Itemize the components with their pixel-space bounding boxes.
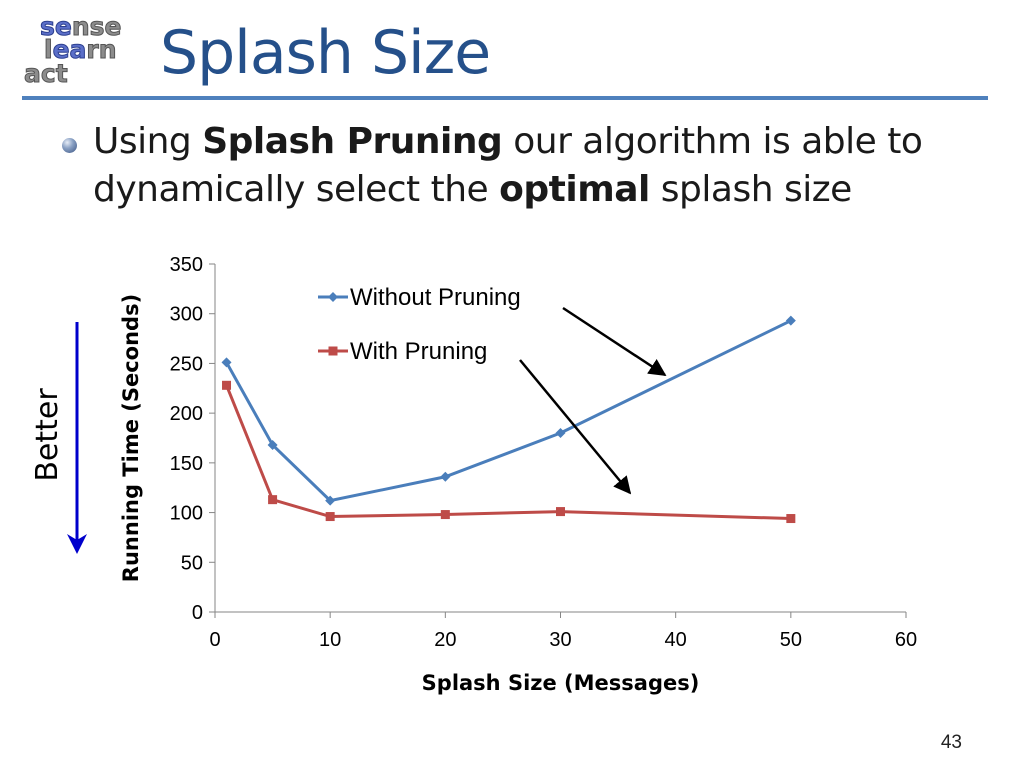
bullet-icon [62, 138, 77, 153]
logo-text: se [40, 12, 73, 41]
annotation-arrow-without-pruning [562, 306, 667, 377]
bullet-bold-splash-pruning: Splash Pruning [202, 121, 503, 162]
data-point-without-pruning [440, 471, 451, 482]
series-line-with-pruning [225, 384, 791, 521]
sense-learn-act-logo: sense learn act [22, 14, 134, 90]
legend-marker [328, 292, 338, 302]
x-tick-label: 0 [209, 629, 220, 651]
data-point-with-pruning [325, 512, 335, 522]
y-tick-label: 250 [170, 353, 203, 375]
data-point-with-pruning [222, 380, 232, 390]
data-point-with-pruning [786, 514, 796, 524]
slide-title: Splash Size [160, 18, 491, 88]
x-tick-label: 10 [319, 629, 341, 651]
data-point-without-pruning [325, 495, 336, 506]
bullet-bold-optimal: optimal [499, 169, 650, 210]
y-axis-label: Running Time (Seconds) [119, 294, 143, 582]
annotation-arrow-with-pruning [519, 359, 632, 495]
x-tick-label: 40 [665, 629, 687, 651]
x-tick-label: 20 [434, 629, 456, 651]
logo-text: nse [71, 12, 122, 41]
bullet-text-part: our algorithm is able to dynamically sel… [93, 121, 923, 210]
y-tick-label: 100 [170, 503, 203, 525]
x-tick-label: 50 [780, 629, 802, 651]
data-point-with-pruning [268, 495, 278, 505]
y-tick-label: 350 [170, 254, 203, 276]
series-line-without-pruning [225, 319, 792, 503]
legend-label: With Pruning [350, 338, 487, 365]
y-tick-label: 150 [170, 453, 203, 475]
data-point-without-pruning [555, 428, 566, 439]
logo-text: rn [86, 35, 117, 64]
y-tick-label: 50 [181, 552, 203, 574]
data-point-without-pruning [785, 315, 796, 326]
x-tick-label: 30 [549, 629, 571, 651]
y-tick-label: 200 [170, 403, 203, 425]
data-point-with-pruning [556, 507, 565, 517]
page-number: 43 [940, 732, 962, 753]
title-divider [22, 96, 988, 100]
data-point-without-pruning [221, 357, 232, 368]
logo-text: l [44, 35, 54, 64]
y-tick-label: 300 [170, 304, 203, 326]
logo-text: act [24, 59, 69, 88]
bullet-text: Using Splash Pruning our algorithm is ab… [93, 118, 973, 214]
logo-text: ea [52, 35, 87, 64]
y-tick-label: 0 [192, 602, 203, 624]
legend-label: Without Pruning [350, 284, 521, 311]
x-tick-label: 60 [895, 629, 917, 651]
running-time-chart: 0 50 100 150 200 250 300 350 0 10 20 30 40 50 60 Splash… [119, 254, 917, 695]
legend-marker [328, 346, 338, 356]
data-point-without-pruning [267, 439, 278, 450]
bullet-text-part: Using [93, 121, 203, 162]
x-axis-label: Splash Size (Messages) [422, 671, 700, 695]
better-arrow-down-icon [67, 322, 87, 554]
data-point-with-pruning [440, 510, 450, 520]
bullet-text-part: splash size [649, 169, 852, 210]
